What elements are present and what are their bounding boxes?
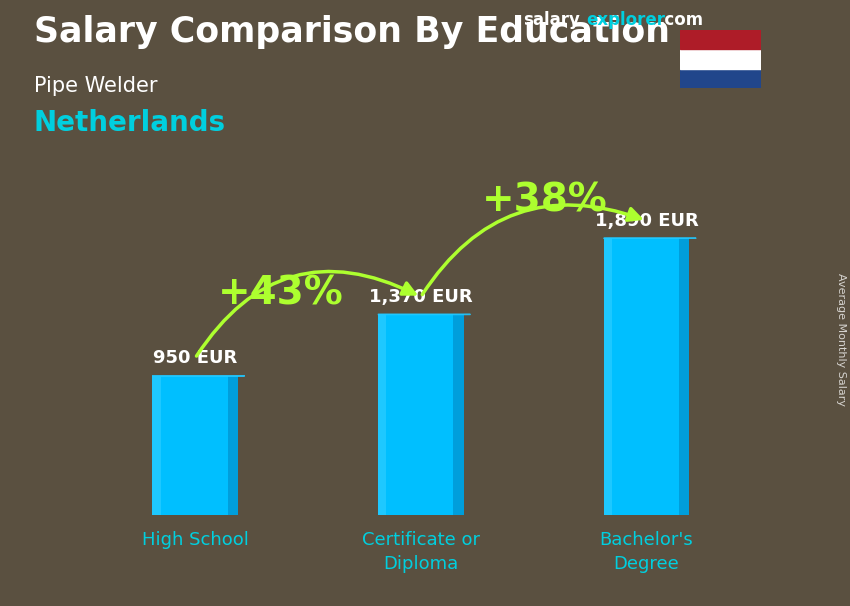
Text: Netherlands: Netherlands <box>34 109 226 137</box>
Text: +43%: +43% <box>218 275 343 313</box>
Bar <box>152 376 238 515</box>
Bar <box>152 376 161 515</box>
Text: 950 EUR: 950 EUR <box>153 349 237 367</box>
Bar <box>680 30 761 50</box>
Text: explorer: explorer <box>586 11 666 29</box>
Bar <box>680 50 761 68</box>
Text: salary: salary <box>523 11 580 29</box>
Bar <box>378 315 387 515</box>
Text: Salary Comparison By Education: Salary Comparison By Education <box>34 15 670 49</box>
Text: +38%: +38% <box>482 181 608 219</box>
Bar <box>453 315 463 515</box>
Bar <box>679 238 689 515</box>
Bar <box>604 238 612 515</box>
Text: .com: .com <box>659 11 704 29</box>
Bar <box>378 315 463 515</box>
Text: 1,370 EUR: 1,370 EUR <box>369 288 473 305</box>
Text: 1,890 EUR: 1,890 EUR <box>595 211 699 230</box>
Bar <box>680 68 761 88</box>
Bar <box>228 376 238 515</box>
Text: Pipe Welder: Pipe Welder <box>34 76 157 96</box>
Text: Average Monthly Salary: Average Monthly Salary <box>836 273 846 406</box>
Bar <box>604 238 689 515</box>
